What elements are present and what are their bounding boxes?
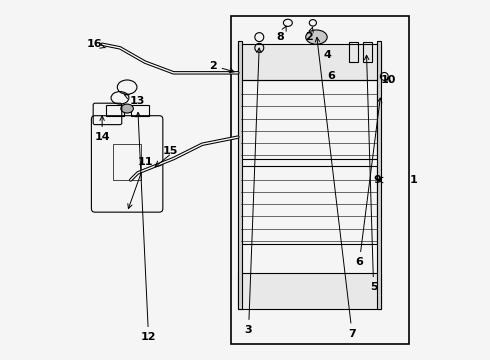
Ellipse shape xyxy=(121,104,133,113)
Text: 2: 2 xyxy=(305,27,313,42)
Text: 11: 11 xyxy=(128,157,153,208)
Text: 14: 14 xyxy=(94,116,110,142)
Bar xyxy=(131,105,148,116)
Bar xyxy=(377,41,381,309)
Bar xyxy=(348,42,358,62)
Text: 4: 4 xyxy=(323,50,331,60)
Bar xyxy=(238,44,381,80)
Text: 9: 9 xyxy=(373,175,382,185)
Text: 2: 2 xyxy=(209,61,234,73)
Bar xyxy=(242,166,377,244)
Bar xyxy=(242,80,377,158)
Text: 5: 5 xyxy=(365,55,377,292)
Bar xyxy=(113,144,142,180)
Bar xyxy=(238,41,242,309)
Text: 8: 8 xyxy=(277,26,286,42)
Text: 3: 3 xyxy=(245,48,261,335)
Bar xyxy=(231,16,409,344)
Text: 10: 10 xyxy=(381,75,396,85)
Bar xyxy=(106,105,123,116)
Bar xyxy=(238,273,381,309)
Text: 1: 1 xyxy=(409,175,417,185)
Text: 15: 15 xyxy=(162,147,178,157)
Text: 7: 7 xyxy=(315,37,356,339)
Text: 6: 6 xyxy=(355,98,382,267)
Text: 12: 12 xyxy=(136,112,156,342)
Ellipse shape xyxy=(306,30,327,44)
Bar xyxy=(363,42,372,62)
Text: 16: 16 xyxy=(87,39,105,49)
Text: 6: 6 xyxy=(327,71,335,81)
Text: 13: 13 xyxy=(124,95,146,107)
